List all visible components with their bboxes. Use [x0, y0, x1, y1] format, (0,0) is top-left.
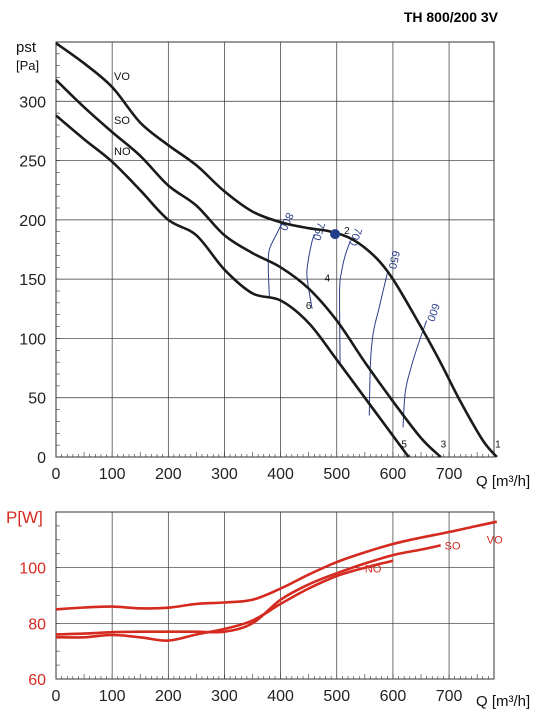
x-tick-label: 600 — [380, 466, 407, 483]
x-tick-label: 600 — [380, 688, 407, 705]
series-line-vo — [55, 42, 498, 458]
y-tick-label: 80 — [28, 616, 46, 633]
rpm-line — [267, 223, 283, 297]
point-label: 2 — [344, 226, 350, 237]
series-label-no: NO — [365, 564, 382, 576]
x-tick-label: 700 — [436, 688, 463, 705]
x-tick-label: 0 — [52, 466, 61, 483]
y-tick-label: 60 — [28, 672, 46, 689]
y-tick-label: 250 — [19, 154, 46, 171]
rpm-label: 600 — [424, 302, 441, 323]
x-tick-label: 300 — [211, 688, 238, 705]
tick-labels: 0 100 200 300 400 500 600 700 0 50 100 150 200 250 300 — [19, 94, 462, 483]
series-label-so: SO — [114, 115, 130, 127]
series-label-vo: VO — [487, 535, 503, 547]
y-tick-label: 200 — [19, 213, 46, 230]
rpm-line — [402, 320, 428, 428]
rpm-line — [368, 273, 388, 416]
operating-point-marker — [330, 229, 341, 240]
x-axis-label: Q [m³/h] — [476, 693, 530, 710]
tick-labels: 0 100 200 300 400 500 600 700 60 80 100 — [19, 561, 462, 705]
y-axis-label-power: P[W] — [6, 508, 43, 527]
series-labels: VO SO NO — [114, 71, 131, 158]
point-labels: 1 2 3 4 5 6 — [306, 226, 501, 450]
power-chart: P[W] Q [m³/h] 0 100 200 300 400 500 600 700 60 80… — [6, 508, 530, 710]
grid — [55, 511, 495, 680]
rpm-line — [306, 233, 315, 309]
y-tick-label: 0 — [37, 450, 46, 467]
series-label-no: NO — [114, 146, 131, 158]
rpm-label: 700 — [346, 226, 363, 247]
series-labels: VO SO NO — [365, 535, 503, 576]
x-tick-label: 100 — [99, 466, 126, 483]
series-line-vo — [55, 520, 498, 611]
x-tick-label: 500 — [323, 688, 350, 705]
x-tick-label: 700 — [436, 466, 463, 483]
pressure-chart: TH 800/200 3V pst [Pa] Q [m³/h] 0 100 200 3… — [16, 9, 530, 490]
series-lines — [55, 520, 498, 642]
point-label: 4 — [324, 274, 330, 285]
rpm-label: 750 — [310, 221, 327, 242]
point-label: 3 — [441, 440, 447, 451]
y-tick-label: 150 — [19, 272, 46, 289]
y-tick-label: 50 — [28, 391, 46, 408]
rpm-label: 650 — [386, 249, 402, 270]
series-line-so — [55, 78, 442, 458]
point-label: 5 — [401, 440, 407, 451]
series-line-so — [55, 544, 441, 636]
series-lines — [55, 42, 498, 458]
series-label-so: SO — [445, 540, 461, 552]
x-tick-label: 200 — [155, 688, 182, 705]
x-tick-label: 200 — [155, 466, 182, 483]
grid — [55, 41, 495, 458]
x-axis-label: Q [m³/h] — [476, 473, 530, 490]
x-tick-label: 300 — [211, 466, 238, 483]
series-line-no — [55, 114, 410, 458]
series-label-vo: VO — [114, 71, 130, 83]
y-axis-label-pst: pst — [16, 39, 37, 56]
series-line-no — [55, 559, 394, 642]
x-tick-label: 400 — [267, 688, 294, 705]
x-tick-label: 500 — [323, 466, 350, 483]
plot-frame — [55, 41, 495, 458]
y-tick-label: 100 — [19, 561, 46, 578]
chart-title: TH 800/200 3V — [404, 9, 499, 25]
y-tick-label: 100 — [19, 331, 46, 348]
x-tick-label: 0 — [52, 688, 61, 705]
point-label: 6 — [306, 301, 312, 312]
point-label: 1 — [495, 440, 501, 451]
y-tick-label: 300 — [19, 94, 46, 111]
y-axis-label-unit: [Pa] — [16, 58, 39, 73]
x-tick-label: 100 — [99, 688, 126, 705]
rpm-line — [339, 241, 351, 363]
x-tick-label: 400 — [267, 466, 294, 483]
